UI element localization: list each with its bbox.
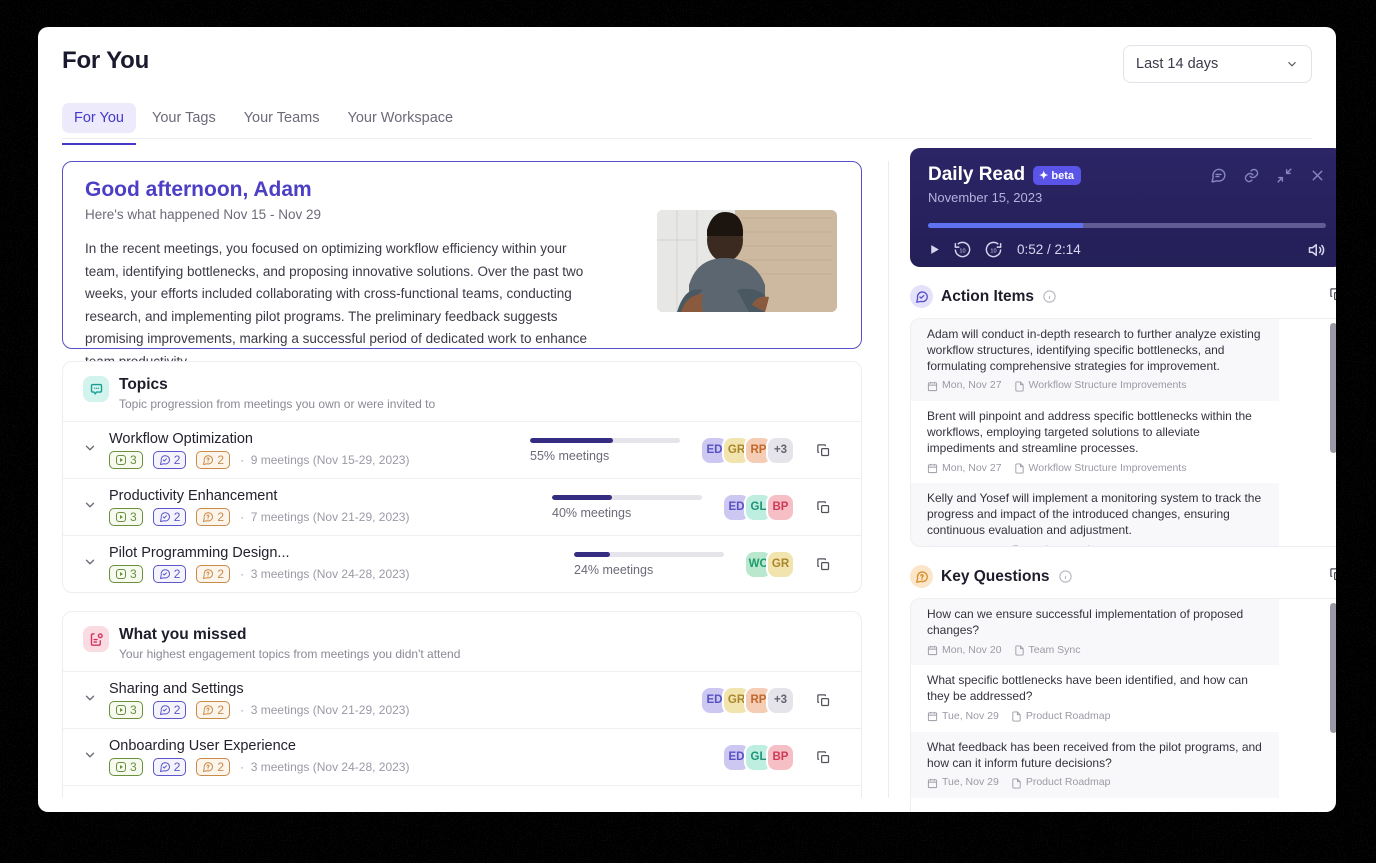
svg-text:10: 10 — [990, 248, 996, 254]
svg-text:10: 10 — [959, 248, 965, 254]
